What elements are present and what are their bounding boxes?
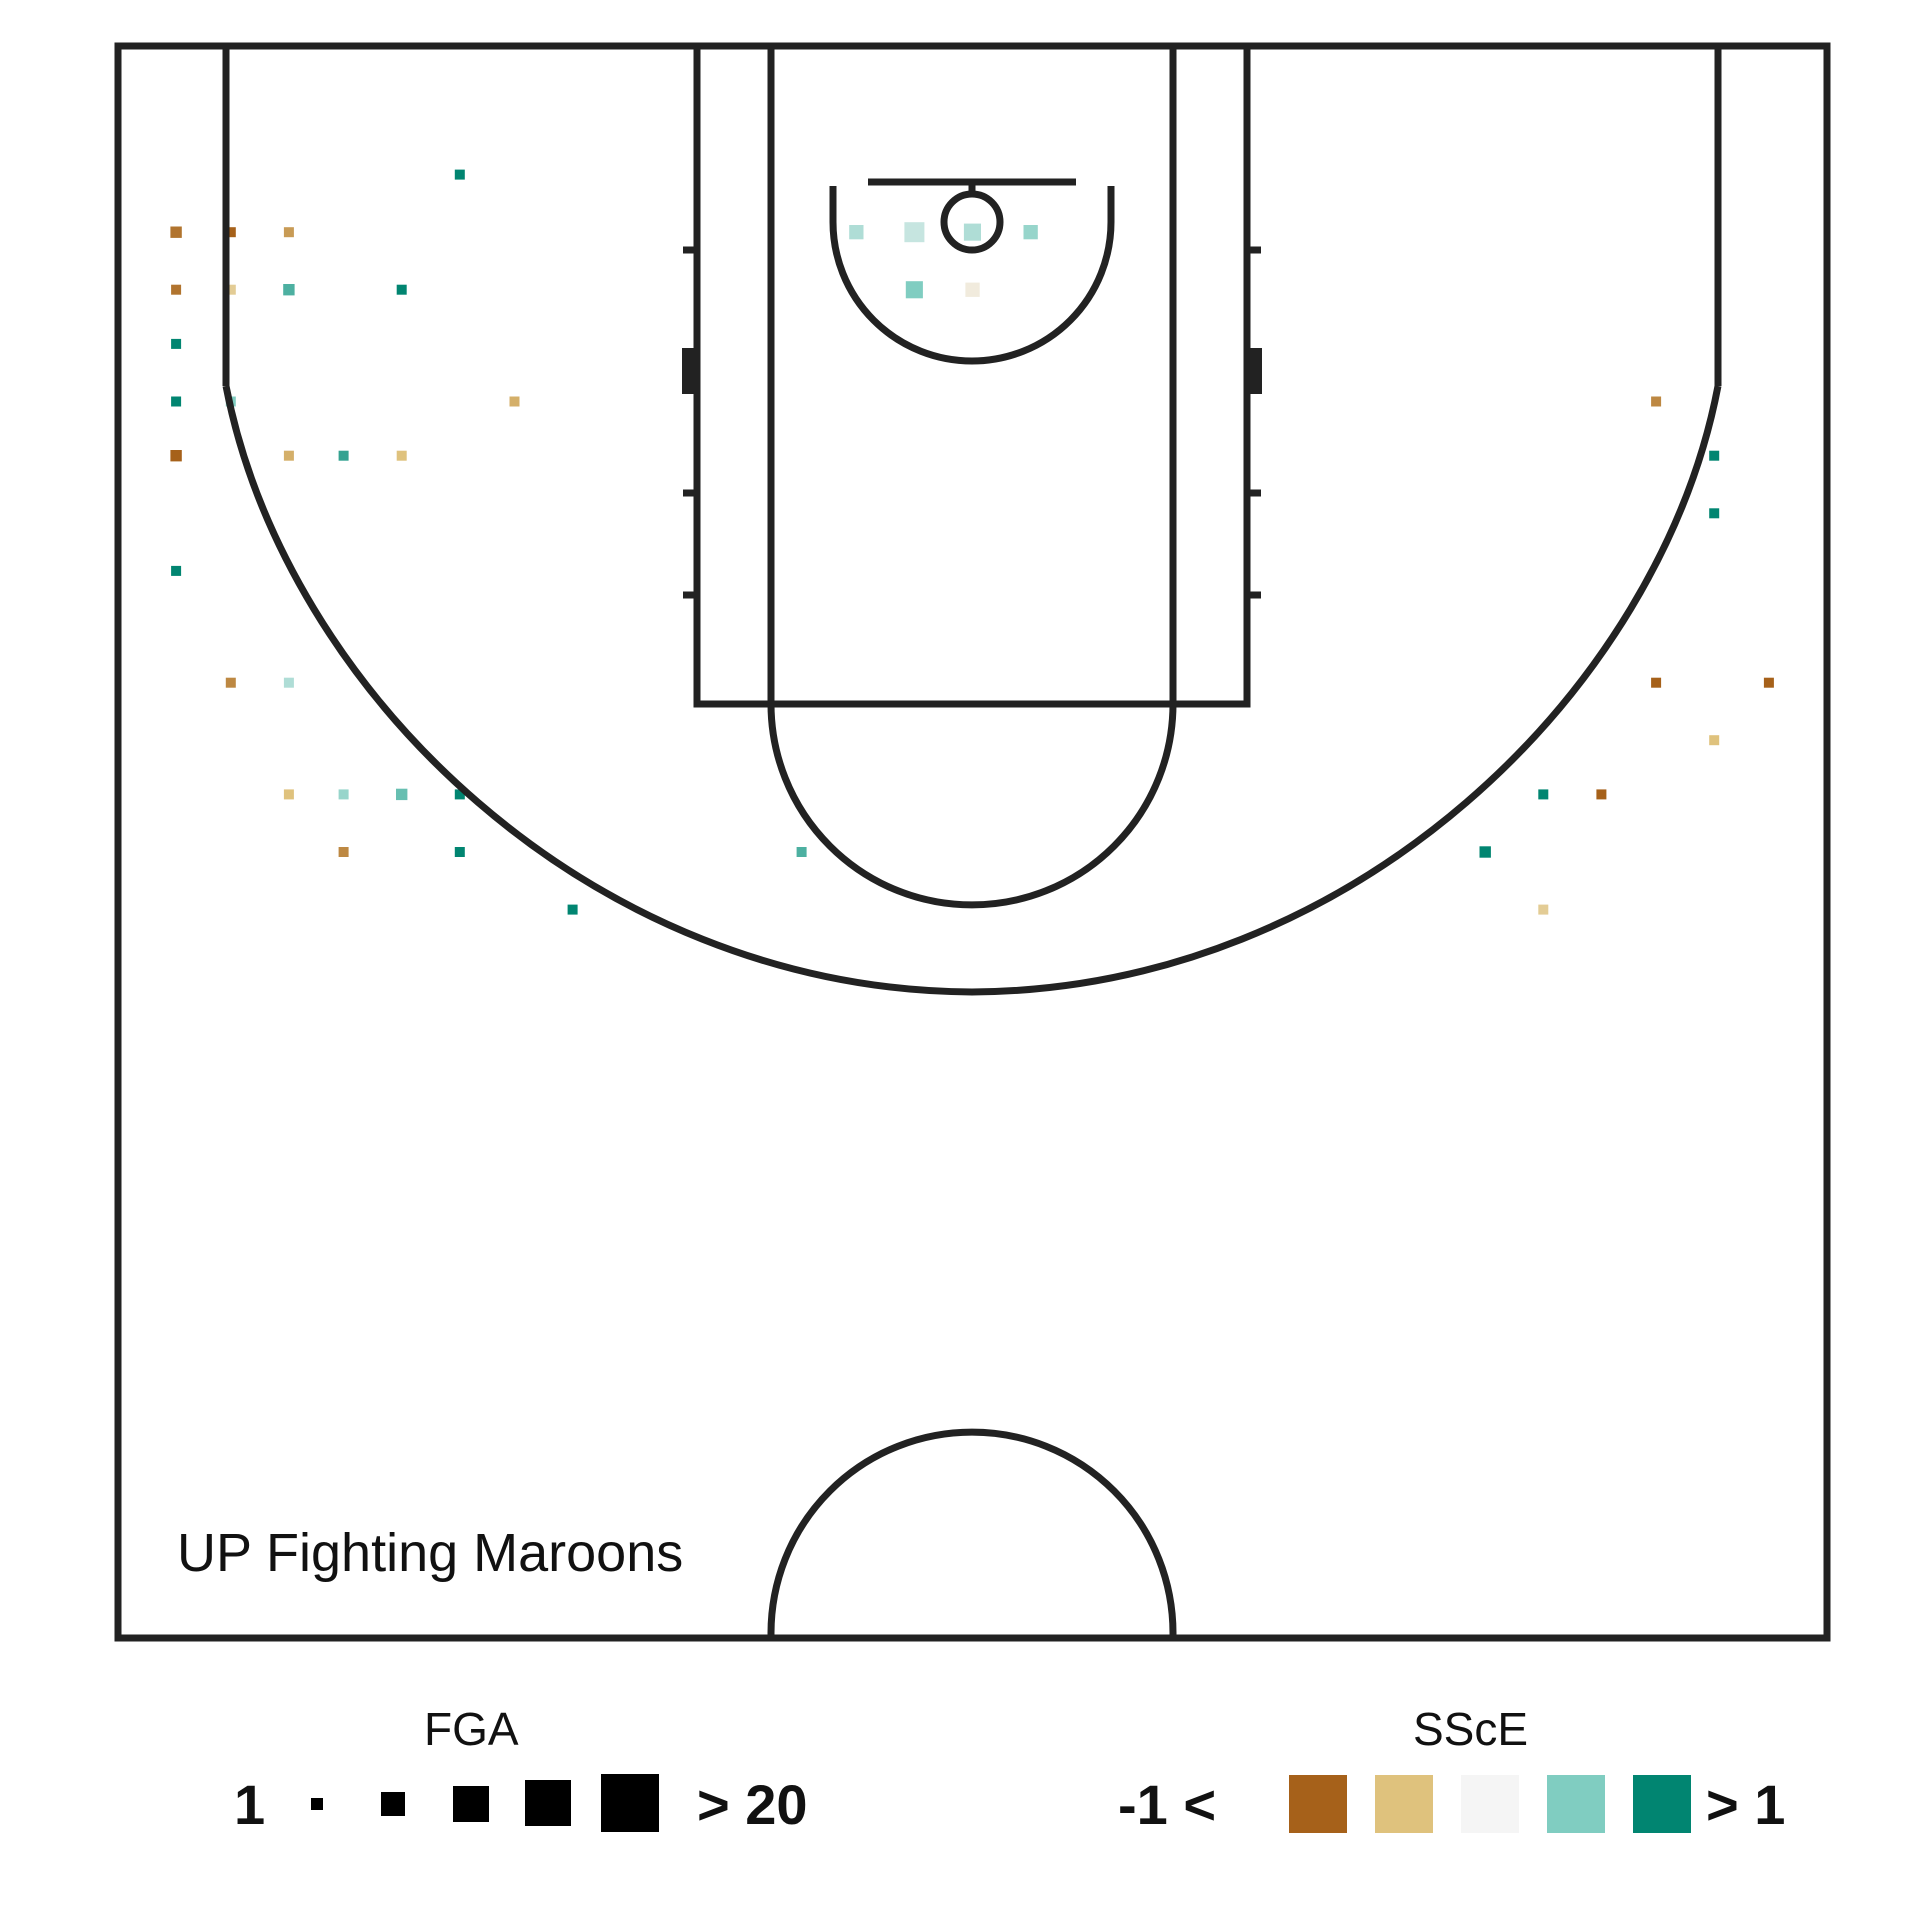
shot-cell	[170, 450, 182, 462]
ssce-color-swatch-2	[1375, 1775, 1433, 1833]
shot-cell	[283, 789, 294, 800]
shot-cells	[170, 169, 1774, 915]
shot-cell	[171, 565, 182, 576]
shot-cell	[170, 226, 182, 238]
fga-size-swatch-1	[311, 1798, 323, 1810]
shot-cell	[904, 222, 925, 243]
ssce-color-swatch-3	[1461, 1775, 1519, 1833]
fga-size-swatch-3	[453, 1786, 489, 1822]
block-left	[682, 348, 696, 394]
shot-cell	[1596, 789, 1607, 800]
shot-cell	[283, 227, 294, 238]
fga-size-swatch-4	[525, 1780, 571, 1826]
shot-cell	[396, 788, 408, 801]
restricted-area-arc	[829, 186, 1115, 365]
shot-cell	[1763, 677, 1774, 688]
shot-cell	[396, 450, 407, 461]
free-throw-circle	[767, 703, 1177, 909]
shot-cell	[1709, 450, 1720, 461]
shot-cell	[454, 169, 465, 180]
shot-cell	[1023, 225, 1038, 240]
shot-cell	[796, 847, 807, 857]
shot-cell	[1709, 508, 1720, 519]
shot-cell	[905, 281, 923, 299]
three-point-arc	[222, 385, 1722, 996]
center-circle	[767, 1428, 1177, 1638]
ssce-legend-min: -1 <	[1118, 1773, 1217, 1836]
shot-cell	[454, 847, 465, 857]
fga-legend-max: > 20	[697, 1773, 808, 1836]
shot-cell	[338, 789, 349, 800]
shot-cell	[963, 223, 981, 241]
fga-legend-min: 1	[234, 1773, 266, 1836]
team-name: UP Fighting Maroons	[177, 1523, 684, 1583]
lane-outer	[693, 42, 1251, 708]
shot-cell	[396, 284, 407, 295]
ssce-legend-title: SScE	[1413, 1703, 1529, 1755]
ssce-color-swatch-5	[1633, 1775, 1691, 1833]
shot-cell	[1479, 846, 1491, 858]
shot-cell	[283, 450, 294, 461]
shot-cell	[454, 789, 465, 800]
shot-cell	[171, 338, 182, 349]
shot-cell	[225, 284, 236, 295]
block-right	[1248, 348, 1262, 394]
shot-cell	[1538, 789, 1549, 800]
shot-cell	[338, 847, 349, 857]
shot-cell	[171, 396, 182, 407]
shot-cell	[1651, 677, 1662, 688]
ssce-color-swatch-4	[1547, 1775, 1605, 1833]
ssce-legend-max: > 1	[1706, 1773, 1786, 1836]
shot-cell	[1651, 396, 1662, 407]
shot-cell	[1538, 904, 1549, 915]
fga-legend-title: FGA	[424, 1703, 519, 1755]
shot-cell	[567, 904, 578, 915]
shot-cell	[283, 677, 294, 688]
ssce-color-swatch-1	[1289, 1775, 1347, 1833]
shot-cell	[283, 284, 295, 296]
shot-cell	[509, 396, 520, 407]
shot-cell	[338, 450, 349, 461]
shot-cell	[849, 225, 864, 240]
shot-cell	[171, 284, 182, 295]
court-lines	[114, 42, 1831, 1642]
fga-size-swatch-2	[381, 1792, 405, 1816]
shot-cell	[965, 282, 980, 297]
shot-cell	[1709, 735, 1720, 746]
lane-inner	[767, 42, 1177, 708]
fga-size-swatch-5	[601, 1774, 659, 1832]
rim	[940, 190, 1004, 254]
shot-cell	[225, 227, 236, 238]
shot-cell	[225, 677, 236, 688]
